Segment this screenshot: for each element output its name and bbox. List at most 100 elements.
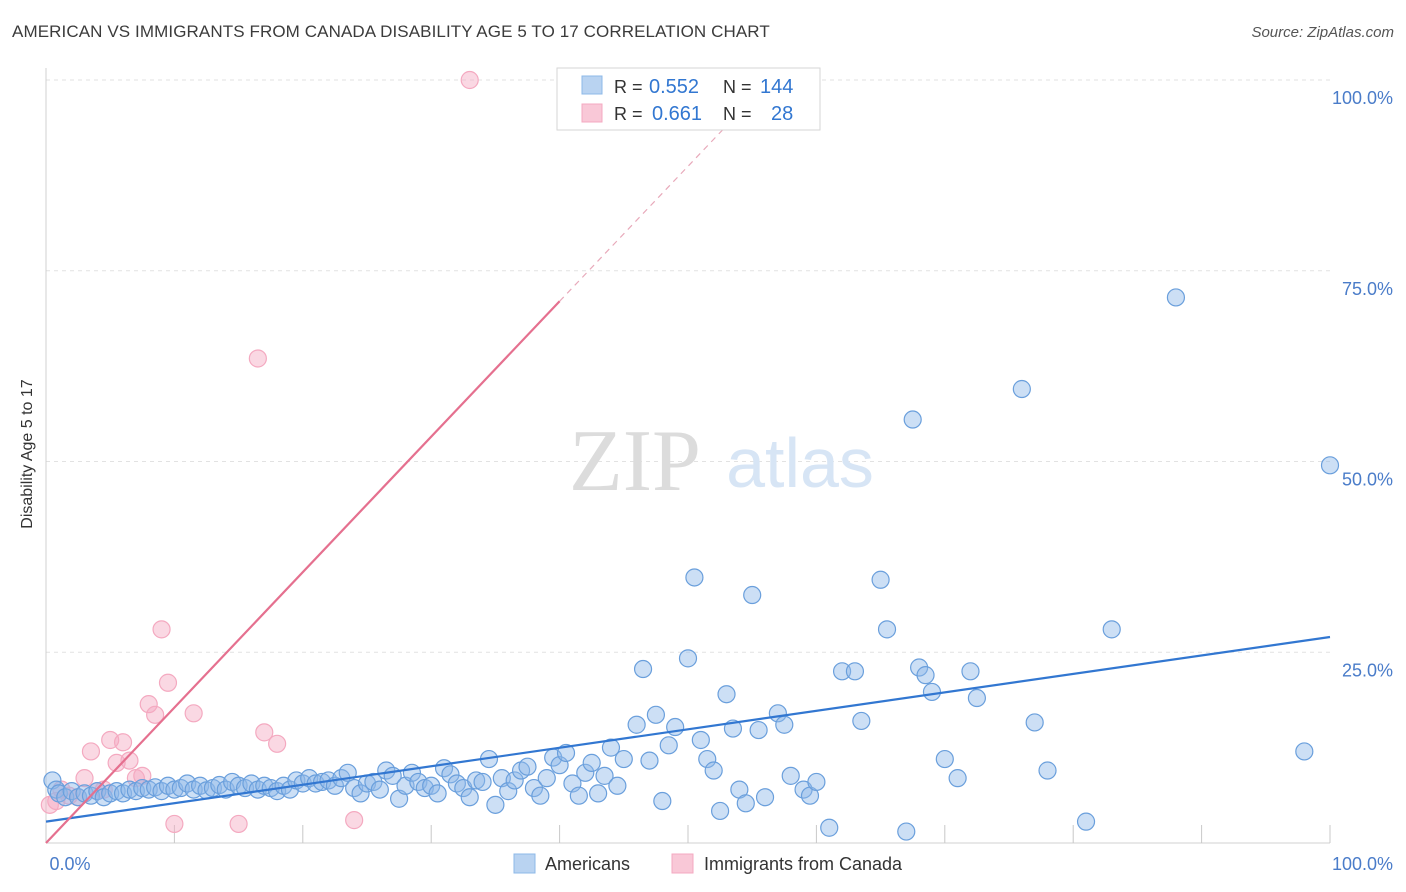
chart-source: Source: ZipAtlas.com	[1251, 24, 1394, 41]
americans-point	[710, 801, 730, 821]
canada-point	[460, 70, 479, 90]
americans-point	[653, 791, 672, 811]
americans-point	[704, 761, 723, 780]
legend-r-value: 0.661	[652, 103, 702, 125]
legend-r-label: R =	[614, 104, 643, 124]
americans-point	[871, 570, 890, 589]
legend-n-value: 28	[771, 103, 793, 125]
canada-trend-extension	[559, 125, 727, 302]
americans-point	[614, 749, 633, 769]
americans-point	[781, 766, 800, 785]
y-tick-label: 100.0%	[1332, 88, 1393, 108]
canada-point	[248, 349, 267, 368]
americans-point	[736, 794, 755, 813]
americans-point	[807, 772, 826, 792]
canada-point	[158, 673, 178, 692]
americans-point	[1076, 812, 1096, 831]
americans-point	[595, 766, 614, 785]
canada-point	[229, 814, 248, 834]
legend-bottom-americans: Americans	[545, 854, 630, 874]
x-tick-label: 0.0%	[49, 854, 90, 874]
canada-point	[345, 811, 364, 830]
americans-point	[460, 788, 479, 807]
americans-point	[505, 771, 524, 790]
americans-point	[589, 784, 608, 803]
legend-r-label: R =	[614, 77, 643, 97]
canada-point	[184, 704, 203, 723]
americans-point	[749, 720, 768, 740]
americans-point	[967, 688, 987, 708]
chart-title: AMERICAN VS IMMIGRANTS FROM CANADA DISAB…	[12, 22, 770, 41]
canada-point	[81, 742, 101, 761]
watermark-zip: ZIP	[569, 413, 701, 510]
americans-point	[1012, 379, 1031, 399]
canada-points	[40, 70, 479, 834]
americans-points	[43, 288, 1340, 841]
americans-point	[441, 765, 460, 784]
americans-point	[370, 780, 389, 799]
americans-point	[646, 705, 666, 724]
americans-trend-line	[45, 635, 1331, 823]
americans-point	[1295, 742, 1314, 761]
americans-point	[499, 782, 518, 801]
americans-point	[537, 769, 556, 788]
americans-point	[948, 769, 967, 788]
americans-point	[1320, 456, 1340, 475]
americans-point	[897, 822, 916, 841]
canada-point	[255, 723, 274, 742]
americans-point	[608, 776, 627, 795]
trend-lines	[45, 125, 1331, 844]
canada-point	[165, 814, 184, 834]
americans-point	[755, 788, 775, 807]
canada-point	[139, 695, 158, 714]
axes	[45, 68, 1331, 844]
americans-point	[556, 743, 576, 763]
legend-bottom-swatch-americans	[513, 853, 536, 874]
canada-point	[152, 620, 171, 639]
americans-point	[922, 682, 942, 702]
americans-point	[633, 659, 653, 679]
americans-point	[1102, 620, 1121, 639]
americans-point	[903, 410, 922, 429]
americans-point	[832, 662, 852, 681]
americans-point	[524, 778, 544, 798]
canada-point	[146, 705, 165, 724]
legend-swatch-canada	[581, 103, 603, 123]
americans-point	[1038, 761, 1057, 780]
americans-point	[685, 568, 704, 587]
y-tick-label: 25.0%	[1342, 660, 1393, 680]
americans-point	[1166, 288, 1186, 307]
legend-top: R = 0.552 N = 144 R = 0.661 N = 28	[556, 67, 821, 131]
americans-point	[775, 715, 794, 734]
americans-point	[627, 715, 646, 734]
americans-point	[935, 749, 954, 769]
americans-point	[961, 662, 980, 681]
canada-point	[75, 769, 94, 788]
legend-bottom: Americans Immigrants from Canada	[513, 853, 903, 874]
y-tick-label: 75.0%	[1342, 279, 1393, 299]
grid	[46, 79, 1330, 653]
canada-trend-line	[45, 300, 561, 844]
americans-point	[698, 749, 717, 769]
x-tick-label: 100.0%	[1332, 854, 1393, 874]
americans-point	[351, 784, 370, 803]
americans-point	[916, 666, 935, 685]
americans-point	[576, 763, 595, 782]
legend-r-value: 0.552	[649, 76, 699, 98]
americans-point	[852, 711, 871, 731]
americans-point	[518, 757, 537, 776]
legend-n-label: N =	[723, 77, 752, 97]
y-tick-label: 50.0%	[1342, 470, 1393, 490]
americans-point	[910, 658, 929, 677]
watermark: ZIP atlas	[569, 413, 874, 510]
americans-point	[467, 771, 486, 790]
americans-point	[678, 649, 698, 668]
americans-point	[691, 730, 710, 750]
americans-point	[743, 585, 762, 605]
americans-point	[820, 818, 839, 837]
americans-point	[422, 776, 441, 795]
legend-n-value: 144	[760, 76, 793, 98]
americans-point	[133, 778, 152, 798]
legend-swatch-americans	[581, 75, 603, 95]
